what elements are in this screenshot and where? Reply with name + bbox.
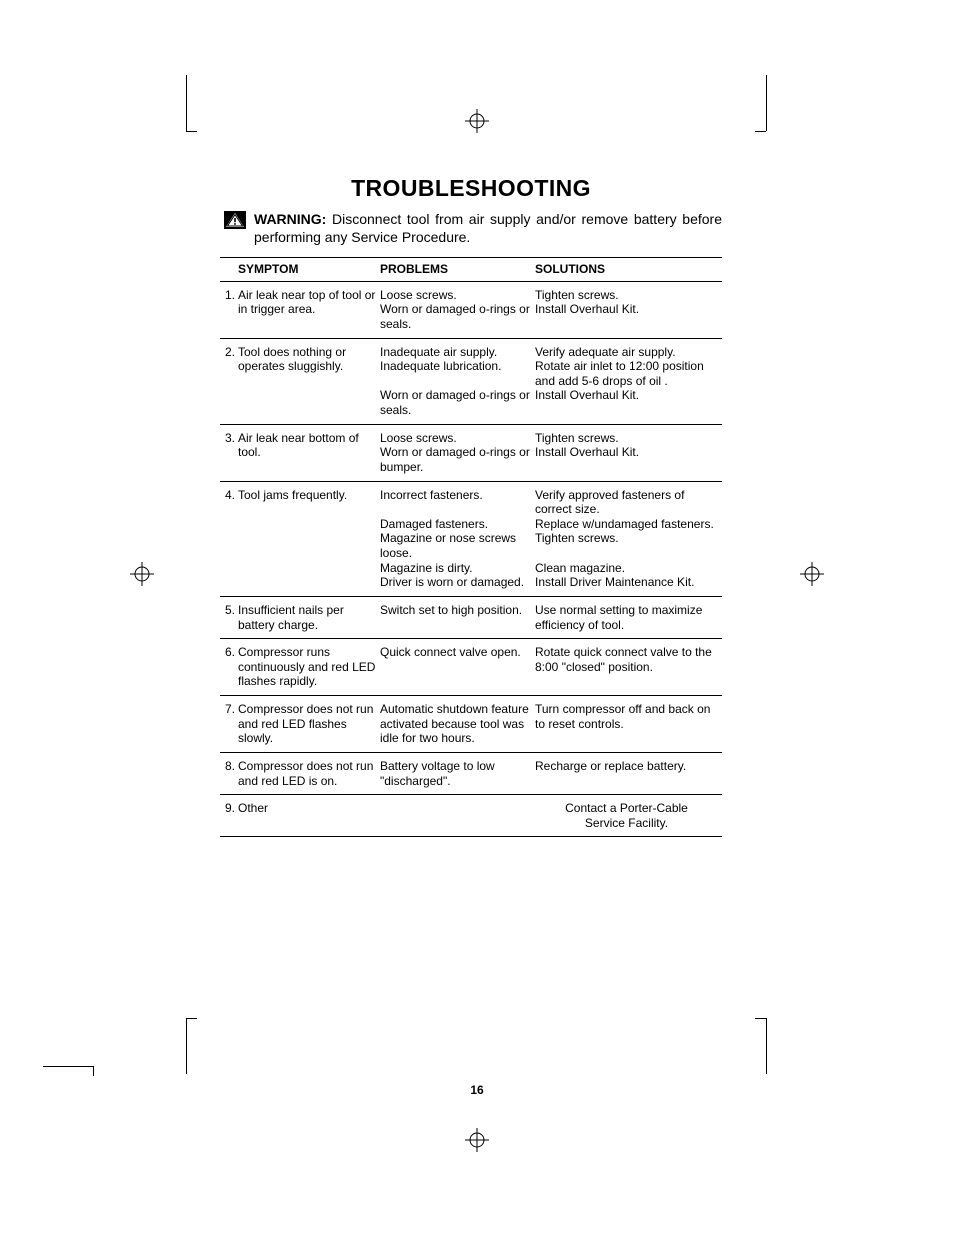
row-problems: Quick connect valve open. [380,639,535,696]
row-solutions: Contact a Porter-CableService Facility. [535,795,722,837]
row-problems: Switch set to high position. [380,596,535,638]
row-solutions: Recharge or replace battery. [535,752,722,794]
registration-mark [800,562,824,586]
crop-mark [755,131,766,132]
row-symptom: Air leak near top of tool or in trigger … [238,281,380,338]
row-symptom: Tool jams frequently. [238,481,380,596]
row-number: 5. [220,596,238,638]
row-solutions: Verify adequate air supply.Rotate air in… [535,338,722,424]
page-content: TROUBLESHOOTING WARNING: Disconnect tool… [220,175,722,837]
row-symptom: Compressor does not run and red LED is o… [238,752,380,794]
row-solutions: Tighten screws.Install Overhaul Kit. [535,281,722,338]
row-number: 9. [220,795,238,837]
table-row: 4.Tool jams frequently.Incorrect fastene… [220,481,722,596]
warning-icon [224,211,246,229]
row-symptom: Other [238,795,380,837]
table-row: 8.Compressor does not run and red LED is… [220,752,722,794]
crop-mark [186,1018,187,1074]
row-solutions: Turn compressor off and back on to reset… [535,696,722,753]
table-header-symptom: SYMPTOM [238,258,380,282]
row-solutions: Rotate quick connect valve to the 8:00 "… [535,639,722,696]
crop-mark [186,1018,197,1019]
row-problems: Loose screws.Worn or damaged o-rings or … [380,424,535,481]
registration-mark [130,562,154,586]
crop-mark [186,131,197,132]
crop-mark [766,75,767,131]
crop-mark [93,1066,94,1076]
row-symptom: Air leak near bottom of tool. [238,424,380,481]
row-number: 8. [220,752,238,794]
table-row: 9.Other Contact a Porter-CableService Fac… [220,795,722,837]
registration-mark [465,109,489,133]
row-solutions: Tighten screws.Install Overhaul Kit. [535,424,722,481]
row-symptom: Tool does nothing or operates sluggishly… [238,338,380,424]
row-number: 1. [220,281,238,338]
row-problems: Inadequate air supply.Inadequate lubrica… [380,338,535,424]
warning-block: WARNING: Disconnect tool from air supply… [224,211,722,246]
row-problems: Incorrect fasteners. Damaged fasteners.M… [380,481,535,596]
registration-mark [465,1128,489,1152]
table-header-problems: PROBLEMS [380,258,535,282]
row-problems [380,795,535,837]
page-title: TROUBLESHOOTING [220,175,722,202]
row-problems: Battery voltage to low "discharged". [380,752,535,794]
row-number: 4. [220,481,238,596]
crop-mark [766,1018,767,1074]
row-solutions: Use normal setting to maximize efficienc… [535,596,722,638]
page-number: 16 [0,1083,954,1097]
table-row: 3.Air leak near bottom of tool.Loose scr… [220,424,722,481]
row-problems: Loose screws.Worn or damaged o-rings or … [380,281,535,338]
row-symptom: Compressor does not run and red LED flas… [238,696,380,753]
table-row: 5.Insufficient nails per battery charge.… [220,596,722,638]
row-number: 7. [220,696,238,753]
crop-mark [186,75,187,131]
row-number: 2. [220,338,238,424]
table-row: 7.Compressor does not run and red LED fl… [220,696,722,753]
crop-mark [43,1066,93,1067]
table-header-solutions: SOLUTIONS [535,258,722,282]
crop-mark [755,1018,766,1019]
table-row: 2.Tool does nothing or operates sluggish… [220,338,722,424]
row-number: 3. [220,424,238,481]
warning-text: WARNING: Disconnect tool from air supply… [254,211,722,246]
warning-label: WARNING: [254,211,326,227]
troubleshooting-table: SYMPTOM PROBLEMS SOLUTIONS 1.Air leak ne… [220,257,722,837]
table-row: 1.Air leak near top of tool or in trigge… [220,281,722,338]
row-solutions: Verify approved fasteners of correct siz… [535,481,722,596]
table-row: 6.Compressor runs continuously and red L… [220,639,722,696]
row-number: 6. [220,639,238,696]
row-symptom: Insufficient nails per battery charge. [238,596,380,638]
row-symptom: Compressor runs continuously and red LED… [238,639,380,696]
table-header-blank [220,258,238,282]
row-problems: Automatic shutdown feature activated bec… [380,696,535,753]
